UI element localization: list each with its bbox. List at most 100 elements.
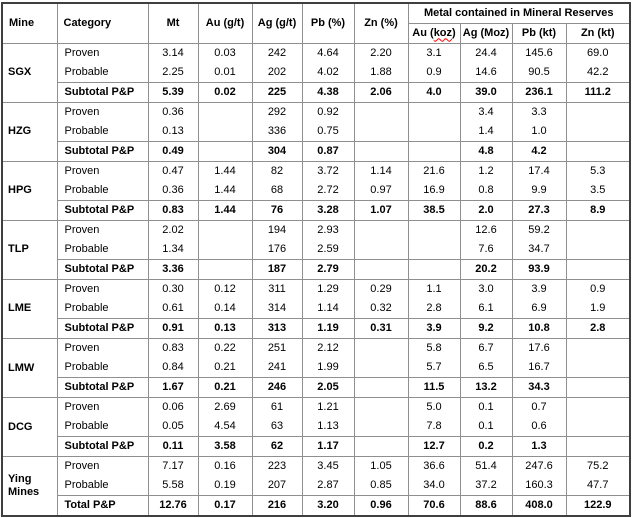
value-cell: 88.6 [459,495,513,516]
value-cell: 2.93 [301,219,355,240]
value-cell: 111.2 [565,81,631,103]
value-cell: 20.2 [459,259,513,280]
value-cell: 0.19 [197,476,253,496]
value-cell: 63 [251,417,303,437]
value-cell: 242 [251,42,303,63]
value-cell: 2.0 [459,200,513,221]
value-cell: 0.36 [147,180,199,201]
category-cell: Probable [56,180,149,201]
table-header: Mine Category Mt Au (g/t) Ag (g/t) Pb (%… [1,3,631,43]
value-cell: 251 [251,337,303,358]
value-cell [353,101,409,122]
value-cell: 122.9 [565,495,631,516]
value-cell: 0.29 [353,278,409,299]
value-cell: 16.7 [511,358,567,378]
value-cell [353,396,409,418]
value-cell: 0.83 [147,200,199,221]
value-cell [565,396,631,418]
value-cell [353,337,409,358]
value-cell: 1.05 [353,455,409,477]
category-cell: Subtotal P&P [56,436,149,457]
value-cell [197,219,253,240]
subtotal-row: Subtotal P&P 3.36 187 2.79 20.2 93.9 [2,259,631,280]
value-cell: 5.39 [147,81,199,103]
category-cell: Proven [56,219,149,240]
subtotal-row: Subtotal P&P 0.49 304 0.87 4.8 4.2 [2,140,631,162]
value-cell: 0.84 [147,358,199,378]
value-cell [407,101,461,122]
value-cell: 27.3 [511,200,567,221]
value-cell [353,259,409,280]
value-cell: 3.0 [459,278,513,299]
value-cell: 0.36 [147,101,199,122]
category-cell: Probable [56,298,149,319]
subtotal-row: Subtotal P&P 0.91 0.13 313 1.19 0.31 3.9 9.2 10.… [2,318,631,339]
value-cell: 0.92 [301,101,355,122]
value-cell: 0.16 [197,455,253,477]
table-row: Probable 1.34 176 2.59 7.6 34.7 [2,239,631,260]
value-cell: 236.1 [511,81,567,103]
value-cell [407,121,461,142]
value-cell: 1.67 [147,377,199,398]
table-row: Probable 0.05 4.54 63 1.13 7.8 0.1 0.6 [2,417,631,437]
value-cell: 0.01 [197,62,253,83]
value-cell [565,259,631,280]
value-cell: 3.9 [511,278,567,299]
value-cell: 336 [251,121,303,142]
value-cell: 202 [251,62,303,83]
category-cell: Proven [56,337,149,358]
col-header-metal-contained-group: Metal contained in Mineral Reserves [407,3,631,24]
value-cell: 304 [251,140,303,162]
value-cell: 2.59 [301,239,355,260]
value-cell: 241 [251,358,303,378]
value-cell [353,417,409,437]
value-cell: 2.8 [565,318,631,339]
subtotal-row: Total P&P 12.76 0.17 216 3.20 0.96 70.6 88.6 408… [2,495,631,516]
value-cell: 1.44 [197,180,253,201]
value-cell: 5.58 [147,476,199,496]
category-cell: Proven [56,455,149,477]
value-cell: 0.1 [459,417,513,437]
table-body: SGX Proven 3.14 0.03 242 4.64 2.20 3.1 24.4 145.6… [1,42,631,516]
value-cell: 7.8 [407,417,461,437]
value-cell [197,259,253,280]
value-cell [197,101,253,122]
value-cell: 0.85 [353,476,409,496]
table-row: Probable 2.25 0.01 202 4.02 1.88 0.9 14.6 90.5 42… [2,62,631,83]
value-cell: 2.05 [301,377,355,398]
value-cell: 0.12 [197,278,253,299]
table-row: Probable 0.61 0.14 314 1.14 0.32 2.8 6.1 6.9 1.9 [2,298,631,319]
table-row: TLP Proven 2.02 194 2.93 12.6 59.2 [1,219,631,280]
value-cell: 12.6 [459,219,513,240]
value-cell: 225 [251,81,303,103]
value-cell: 37.2 [459,476,513,496]
value-cell: 207 [251,476,303,496]
category-cell: Proven [56,278,149,299]
category-cell: Probable [56,476,149,496]
category-cell: Subtotal P&P [56,81,149,103]
value-cell: 6.7 [459,337,513,358]
value-cell: 6.5 [459,358,513,378]
value-cell [565,436,631,457]
value-cell: 2.8 [407,298,461,319]
value-cell: 34.3 [511,377,567,398]
value-cell: 4.2 [511,140,567,162]
value-cell: 9.2 [459,318,513,339]
value-cell: 0.96 [353,495,409,516]
category-cell: Proven [56,396,149,418]
table-row: LMW Proven 0.83 0.22 251 2.12 5.8 6.7 17.6 [1,337,631,398]
table-row: Probable 0.13 336 0.75 1.4 1.0 [2,121,631,142]
value-cell: 82 [251,160,303,181]
value-cell: 7.6 [459,239,513,260]
value-cell: 314 [251,298,303,319]
value-cell: 12.7 [407,436,461,457]
table-row: HZG Proven 0.36 292 0.92 3.4 3.3 [1,101,631,162]
value-cell: 0.21 [197,358,253,378]
value-cell [565,239,631,260]
value-cell: 0.30 [147,278,199,299]
value-cell: 4.0 [407,81,461,103]
value-cell: 1.19 [301,318,355,339]
value-cell: 1.4 [459,121,513,142]
value-cell: 62 [251,436,303,457]
